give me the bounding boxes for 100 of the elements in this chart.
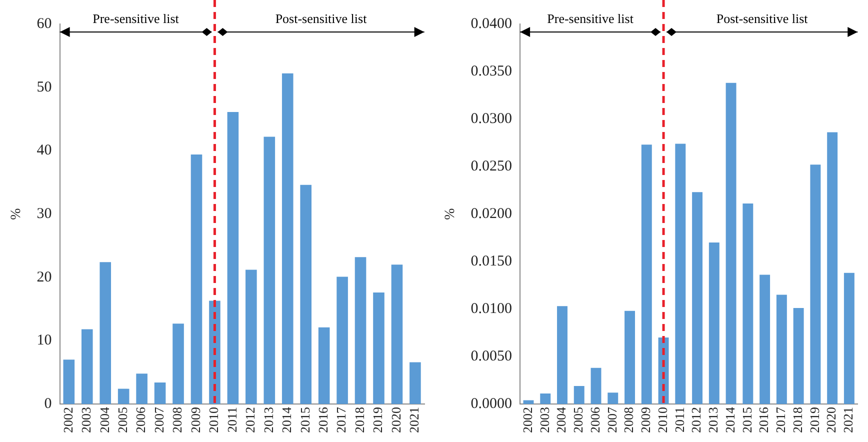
- x-tick-label: 2015: [739, 407, 754, 433]
- bar: [63, 360, 75, 404]
- y-tick-label: 0.0100: [470, 300, 512, 317]
- bar: [708, 242, 720, 404]
- bar: [590, 368, 602, 404]
- bar: [742, 204, 754, 404]
- x-tick-label: 2003: [78, 407, 94, 433]
- bar: [523, 400, 534, 404]
- x-tick-label: 2016: [315, 406, 330, 433]
- x-tick-label: 2010: [206, 407, 222, 433]
- x-tick-label: 2005: [570, 407, 586, 433]
- bar: [81, 329, 93, 404]
- x-tick-label: 2004: [96, 406, 112, 433]
- x-tick-label: 2002: [60, 407, 76, 433]
- bar: [793, 308, 804, 404]
- y-tick-label: 40: [36, 142, 52, 159]
- y-tick-label: 50: [36, 79, 52, 96]
- x-tick-label: 2018: [790, 407, 805, 433]
- x-tick-label: 2014: [722, 406, 738, 433]
- x-tick-label: 2018: [352, 407, 367, 433]
- y-tick-label: 0.0150: [470, 253, 512, 270]
- x-tick-label: 2014: [279, 406, 294, 433]
- y-axis-title: %: [9, 208, 24, 220]
- x-tick-label: 2008: [170, 407, 185, 433]
- bar: [318, 327, 330, 404]
- y-tick-label: 0.0200: [470, 206, 512, 222]
- x-tick-label: 2011: [224, 407, 240, 433]
- bar: [190, 154, 202, 404]
- x-tick-label: 2011: [672, 407, 687, 433]
- x-tick-label: 2017: [773, 406, 788, 433]
- y-tick-label: 30: [36, 206, 52, 222]
- y-tick-label: 0: [44, 396, 52, 412]
- x-tick-label: 2002: [520, 407, 535, 433]
- annotation: Pre-sensitive list: [92, 10, 180, 26]
- bar: [100, 262, 112, 404]
- bar: [391, 264, 403, 404]
- bar: [624, 310, 635, 404]
- x-tick-label: 2020: [824, 407, 839, 433]
- x-tick-label: 2021: [840, 407, 856, 433]
- bar: [557, 306, 568, 404]
- x-tick-label: 2013: [706, 407, 721, 433]
- bar: [760, 274, 770, 404]
- bar: [574, 386, 584, 404]
- y-tick-label: 0.0350: [470, 63, 512, 80]
- y-axis-title: %: [443, 208, 458, 220]
- bar: [172, 324, 184, 404]
- bar: [675, 144, 686, 404]
- bar: [810, 164, 821, 404]
- y-tick-label: 0.0300: [470, 110, 512, 127]
- bar: [246, 270, 257, 404]
- y-tick-label: 0.0250: [470, 158, 512, 174]
- bar: [410, 362, 421, 404]
- x-tick-label: 2006: [133, 406, 148, 433]
- y-tick-label: 10: [36, 332, 52, 349]
- bar: [692, 192, 703, 404]
- x-tick-label: 2015: [297, 407, 312, 433]
- bar: [336, 276, 348, 404]
- bar: [154, 382, 166, 404]
- x-tick-label: 2013: [260, 407, 276, 433]
- x-tick-label: 2020: [388, 407, 404, 433]
- y-tick-label: 0.0400: [470, 16, 512, 32]
- x-tick-label: 2012: [242, 407, 258, 433]
- bar: [136, 374, 148, 404]
- x-tick-label: 2004: [554, 406, 569, 433]
- bar: [641, 144, 652, 404]
- bar: [354, 257, 366, 404]
- x-tick-label: 2012: [688, 407, 704, 433]
- bar: [373, 292, 384, 404]
- x-tick-label: 2017: [334, 406, 349, 433]
- bar: [608, 392, 618, 404]
- y-tick-label: 60: [36, 16, 52, 32]
- x-tick-label: 2009: [188, 407, 203, 433]
- bar: [827, 132, 838, 404]
- y-tick-label: 0.0050: [470, 348, 512, 364]
- bar: [118, 388, 130, 404]
- x-tick-label: 2019: [806, 407, 822, 433]
- x-tick-label: 2008: [621, 407, 636, 433]
- bar: [300, 184, 312, 404]
- y-tick-label: 20: [36, 269, 52, 286]
- x-tick-label: 2007: [151, 406, 166, 433]
- annotation: Post-sensitive list: [275, 10, 368, 26]
- x-tick-label: 2007: [604, 406, 620, 433]
- x-tick-label: 2006: [587, 406, 602, 433]
- x-tick-label: 2005: [115, 407, 130, 433]
- x-tick-label: 2021: [406, 407, 422, 433]
- annotation: Pre-sensitive list: [547, 10, 634, 26]
- bar: [776, 294, 787, 404]
- bar: [540, 394, 551, 404]
- bar: [227, 112, 239, 404]
- x-tick-label: 2016: [756, 406, 772, 433]
- x-tick-label: 2003: [536, 407, 552, 433]
- x-tick-label: 2010: [654, 407, 670, 433]
- bar: [264, 136, 276, 404]
- y-tick-label: 0.0000: [470, 396, 512, 412]
- bar: [844, 272, 854, 404]
- bar: [282, 73, 294, 404]
- bar: [726, 82, 736, 404]
- x-tick-label: 2009: [638, 407, 654, 433]
- x-tick-label: 2019: [370, 407, 386, 433]
- annotation: Post-sensitive list: [716, 10, 808, 26]
